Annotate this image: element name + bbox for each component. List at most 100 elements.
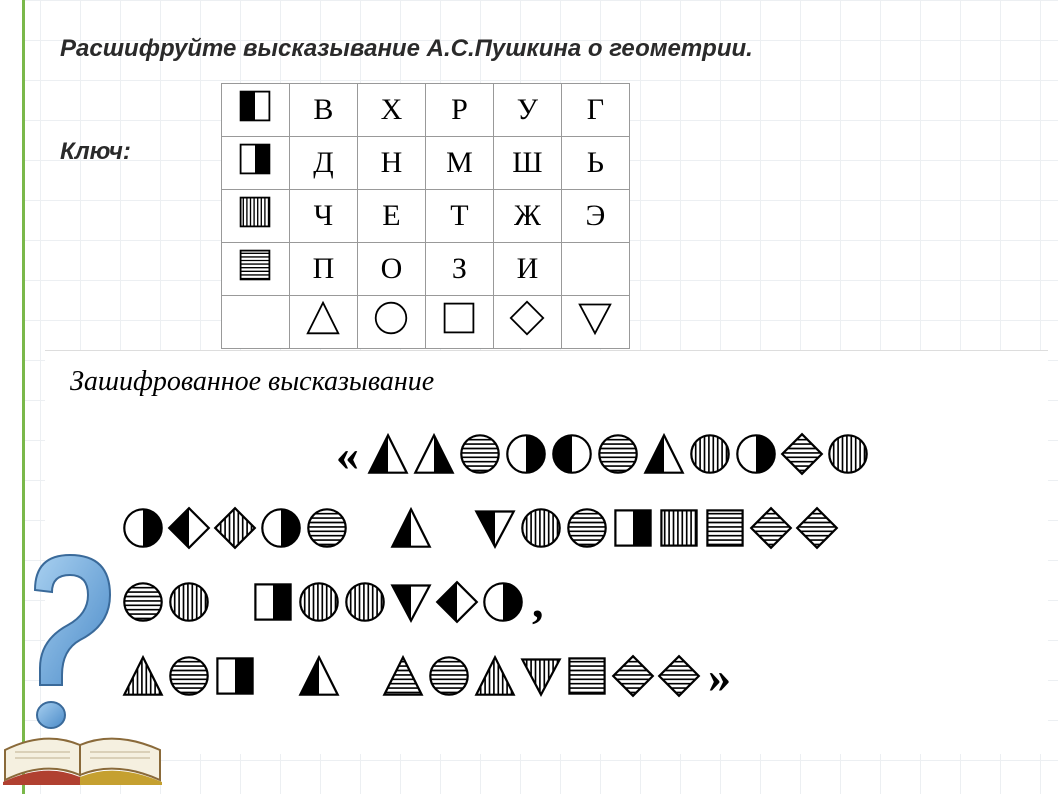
key-cell: У [493,84,561,137]
cipher-symbol [366,432,410,476]
triangle-vstripes-icon [473,654,517,698]
square-hstripes-icon [237,247,273,283]
cipher-lines: «,» [330,428,1023,702]
row-header-icon [221,243,289,296]
cipher-symbol [458,432,502,476]
diamond-left-black-icon [435,580,479,624]
book-icon [0,680,175,790]
cipher-line: « [330,428,1023,480]
cipher-symbol [749,506,793,550]
key-cell: Х [357,84,425,137]
square-right-black-icon [251,580,295,624]
diamond-vstripes-icon [213,506,257,550]
triangle-right-black-icon [412,432,456,476]
diamond-hstripes-icon [657,654,701,698]
cipher-symbol [780,432,824,476]
content: Расшифруйте высказывание А.С.Пушкина о г… [0,0,1058,384]
cipher-symbol [657,506,701,550]
key-cell: Ж [493,190,561,243]
triangle-hstripes-icon [381,654,425,698]
cipher-line [120,502,1023,554]
cipher-symbol [657,654,701,698]
key-cell: Н [357,137,425,190]
circle-hstripes-icon [565,506,609,550]
triangle-left-black-icon [366,432,410,476]
row-header-icon [221,190,289,243]
key-cell: Р [425,84,493,137]
square-right-black-icon [213,654,257,698]
cipher-symbol [427,654,471,698]
triangle-down-left-black-icon [473,506,517,550]
key-cell: И [493,243,561,296]
circle-vstripes-icon [297,580,341,624]
triangle-down-vstripes-icon [519,654,563,698]
cipher-symbol [343,580,387,624]
cipher-line: » [120,650,1023,702]
cipher-symbol [642,432,686,476]
key-cell: В [289,84,357,137]
key-label: Ключ: [60,138,131,166]
triangle-down-left-black-icon [389,580,433,624]
key-cell: Т [425,190,493,243]
circle-vstripes-icon [688,432,732,476]
triangle-left-black-icon [642,432,686,476]
cipher-symbol [596,432,640,476]
cipher-symbol [795,506,839,550]
col-header-icon [425,296,493,349]
key-cell: З [425,243,493,296]
row-header-icon [221,84,289,137]
key-cell: Г [561,84,629,137]
circle-vstripes-icon [343,580,387,624]
cipher-symbol [519,654,563,698]
cipher-symbol [259,506,303,550]
circle-vstripes-icon [167,580,211,624]
key-cell: М [425,137,493,190]
cipher-symbol [251,580,295,624]
square-hstripes-icon [565,654,609,698]
col-header-icon [493,296,561,349]
cipher-line: , [120,576,1023,628]
cipher-symbol [611,506,655,550]
circle-hstripes-icon [427,654,471,698]
cipher-symbol [565,654,609,698]
key-table: ВХРУГДНМШЬЧЕТЖЭПОЗИ [221,83,630,349]
cipher-symbol [213,654,257,698]
cipher-symbol [550,432,594,476]
cipher-symbol [167,580,211,624]
circle-right-black-icon [259,506,303,550]
cipher-symbol [167,506,211,550]
square-right-black-icon [237,141,273,177]
triangle-outline-icon [305,300,341,336]
row-header-icon [221,137,289,190]
cipher-symbol [381,654,425,698]
square-right-black-icon [611,506,655,550]
cipher-symbol [611,654,655,698]
cipher-symbol [473,654,517,698]
key-cell: П [289,243,357,296]
circle-hstripes-icon [458,432,502,476]
circle-right-black-icon [504,432,548,476]
cipher-symbol [481,580,525,624]
cipher-symbol [389,506,433,550]
cipher-symbol [565,506,609,550]
circle-vstripes-icon [519,506,563,550]
cipher-symbol [504,432,548,476]
cipher-symbol [473,506,517,550]
key-cell: Д [289,137,357,190]
cipher-title: Зашифрованное высказывание [70,366,1023,398]
key-cell: Ш [493,137,561,190]
diamond-hstripes-icon [749,506,793,550]
diamond-hstripes-icon [795,506,839,550]
col-header-icon [357,296,425,349]
cipher-symbol [703,506,747,550]
key-cell: Ч [289,190,357,243]
cipher-symbol [297,654,341,698]
cipher-symbol [435,580,479,624]
quote-close: » [708,650,731,703]
circle-outline-icon [373,300,409,336]
col-header-icon [289,296,357,349]
diamond-hstripes-icon [611,654,655,698]
cipher-symbol [688,432,732,476]
square-vstripes-icon [657,506,701,550]
cipher-symbol [826,432,870,476]
